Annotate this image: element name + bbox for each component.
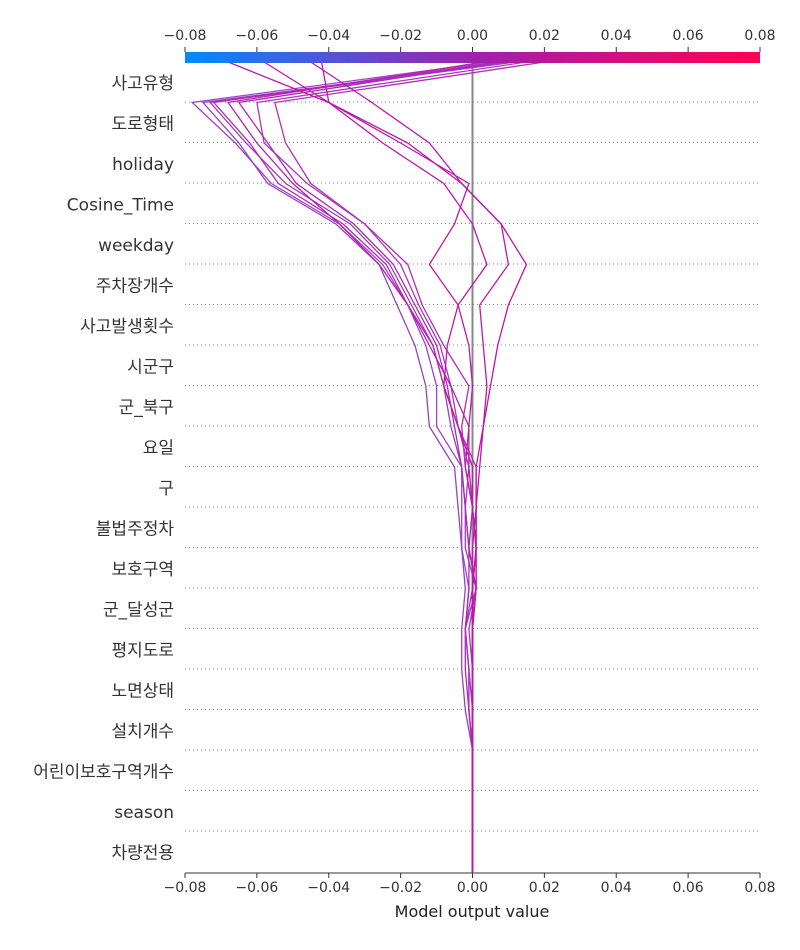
top-tick-label: −0.02: [379, 28, 422, 44]
feature-label: 노면상태: [111, 682, 174, 702]
bottom-tick-label: 0.06: [673, 880, 704, 896]
feature-label: season: [114, 803, 174, 823]
bottom-tick-label: −0.06: [235, 880, 278, 896]
feature-label: Cosine_Time: [67, 196, 174, 216]
colorbar: [185, 52, 760, 63]
top-tick-label: −0.06: [235, 28, 278, 44]
feature-label: 차량전용: [111, 844, 174, 864]
bottom-tick-label: 0.02: [529, 880, 560, 896]
top-tick-label: −0.08: [164, 28, 207, 44]
feature-label: weekday: [98, 236, 174, 256]
decision-lines: [190, 61, 545, 872]
top-tick-label: 0.08: [744, 28, 775, 44]
feature-label: 사고유형: [111, 74, 174, 94]
bottom-axis: −0.08 −0.06 −0.04 −0.02 0.00 0.02 0.04 0.06 0.08: [164, 872, 776, 896]
feature-label: 보호구역: [111, 560, 174, 580]
feature-label: 도로형태: [111, 115, 174, 135]
feature-label: 사고발생횟수: [80, 317, 174, 337]
decision-line: [263, 61, 488, 872]
top-tick-label: 0.02: [529, 28, 560, 44]
feature-label: 어린이보호구역개수: [33, 763, 174, 783]
bottom-tick-label: −0.08: [164, 880, 207, 896]
feature-label: 불법주정차: [96, 520, 175, 540]
decision-line: [237, 61, 502, 872]
feature-label: 요일: [143, 439, 174, 459]
feature-label: 군_달성군: [103, 601, 174, 621]
bottom-tick-label: −0.04: [307, 880, 350, 896]
feature-label: 시군구: [127, 358, 174, 378]
bottom-tick-label: −0.02: [379, 880, 422, 896]
top-tick-label: −0.04: [307, 28, 350, 44]
bottom-tick-label: 0.00: [457, 880, 488, 896]
bottom-tick-label: 0.08: [744, 880, 775, 896]
feature-label: 구: [158, 479, 174, 499]
feature-label: 설치개수: [111, 722, 174, 742]
decision-line: [320, 61, 477, 872]
top-tick-label: 0.06: [673, 28, 704, 44]
bottom-tick-label: 0.04: [601, 880, 632, 896]
top-tick-label: 0.00: [457, 28, 488, 44]
decision-line: [201, 61, 509, 872]
feature-label: holiday: [112, 155, 174, 175]
feature-label: 주차장개수: [96, 277, 174, 297]
feature-label: 군_북구: [119, 398, 174, 418]
top-axis: −0.08 −0.06 −0.04 −0.02 0.00 0.02 0.04 0.06 0.08: [164, 28, 776, 52]
top-tick-label: 0.04: [601, 28, 632, 44]
feature-label: 평지도로: [111, 641, 174, 661]
x-axis-label: Model output value: [395, 902, 550, 921]
